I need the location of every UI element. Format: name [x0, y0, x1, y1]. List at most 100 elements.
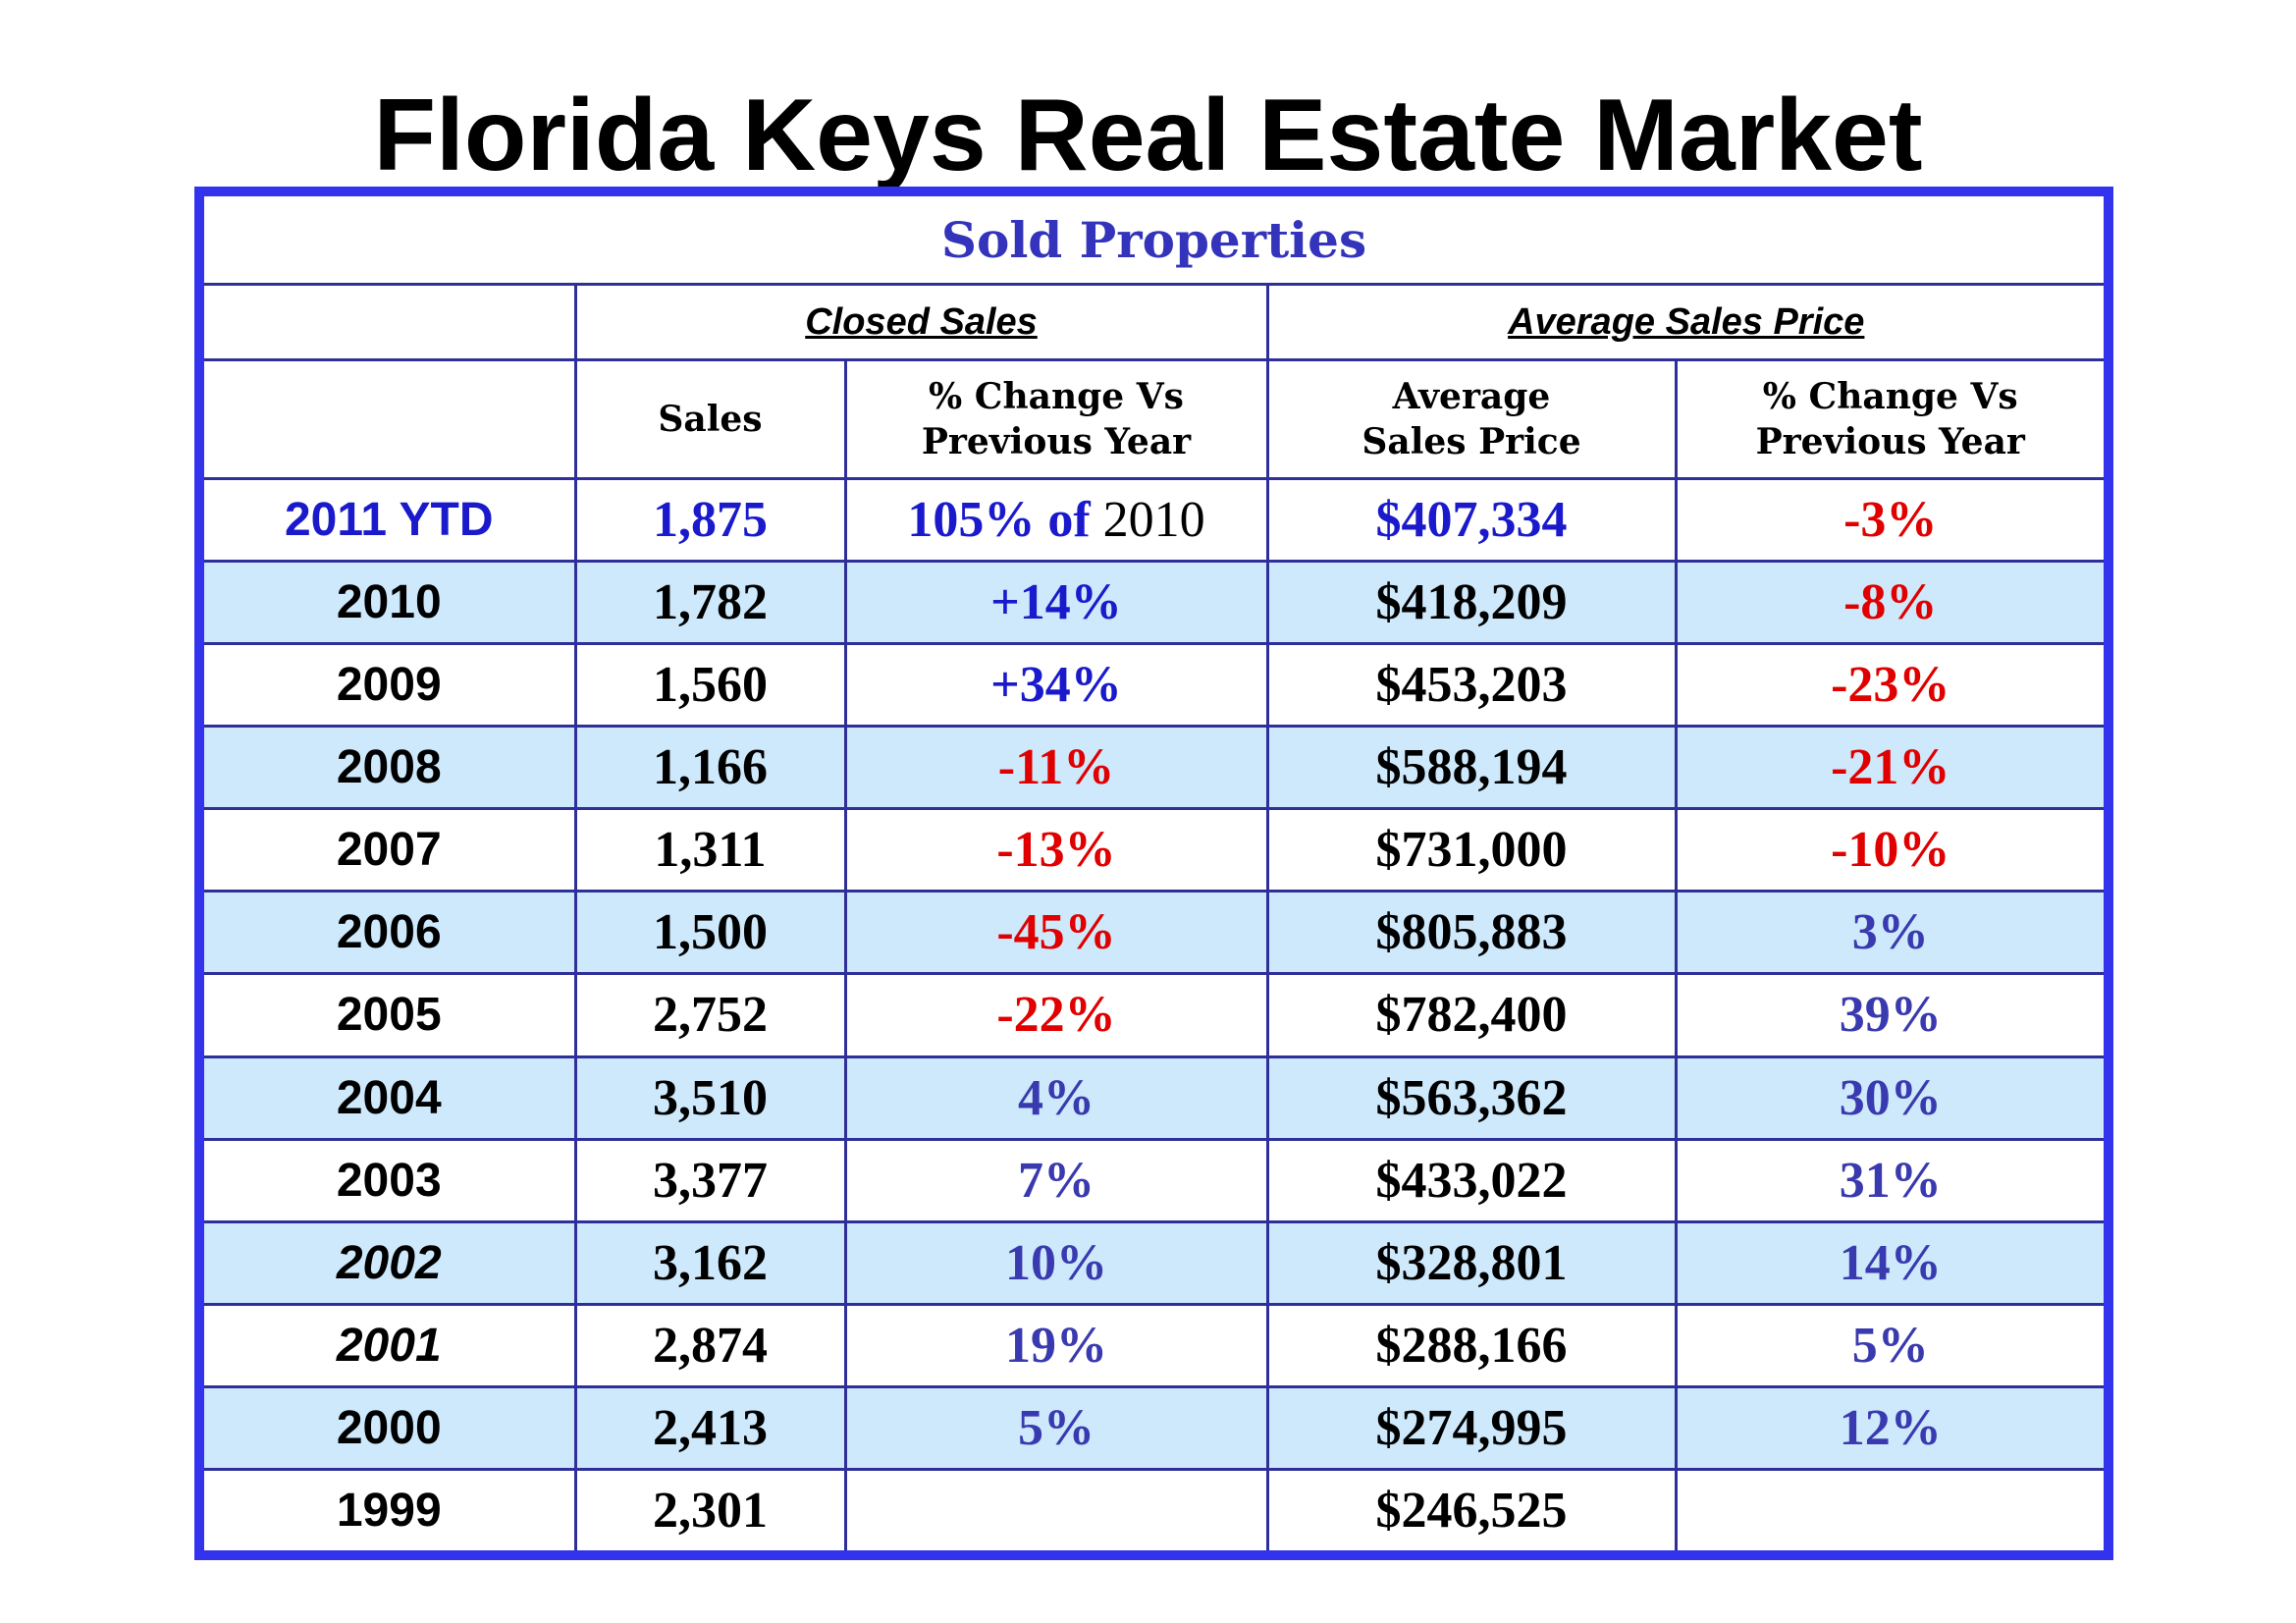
cell-avg-price: $731,000 [1265, 807, 1678, 893]
table-row: 2007 1,311 -13% $731,000 -10% [204, 807, 2104, 893]
column-header-avg-price-cell: Average Sales Price [1265, 358, 1678, 481]
cell-price-change: 31% [1674, 1137, 2104, 1223]
cell-year: 2008 [204, 725, 577, 811]
table-row: 1999 2,301 $246,525 [204, 1467, 2104, 1550]
closed-sales-group-cell: Closed Sales [573, 283, 1269, 362]
table-row: 2009 1,560 +34% $453,203 -23% [204, 642, 2104, 729]
year-label: 2001 [336, 1319, 442, 1372]
sales-change-value: -13% [996, 822, 1116, 879]
cell-sales: 1,782 [573, 560, 847, 646]
cell-price-change: -10% [1674, 807, 2104, 893]
group-header-empty-cell [204, 283, 577, 362]
sales-change-value: +34% [990, 657, 1122, 714]
cell-sales-change: -45% [843, 890, 1269, 976]
cell-price-change: -21% [1674, 725, 2104, 811]
cell-sales-change: 19% [843, 1302, 1269, 1388]
table-row: 2006 1,500 -45% $805,883 3% [204, 890, 2104, 976]
sales-value: 1,166 [653, 739, 768, 796]
price-change-value: -8% [1843, 574, 1938, 631]
cell-price-change [1674, 1467, 2104, 1550]
year-label: 2005 [336, 989, 442, 1042]
cell-sales-change [843, 1467, 1269, 1550]
cell-sales: 3,377 [573, 1137, 847, 1223]
cell-year: 2007 [204, 807, 577, 893]
avg-price-value: $782,400 [1375, 987, 1568, 1044]
price-change-value: -3% [1843, 492, 1938, 549]
table-banner: Sold Properties [940, 210, 1367, 269]
cell-price-change: 30% [1674, 1055, 2104, 1141]
column-header-avg-price-line2: Sales Price [1362, 421, 1581, 463]
avg-price-value: $274,995 [1375, 1399, 1568, 1456]
sales-change-value: -11% [997, 739, 1115, 796]
column-header-price-change: % Change Vs Previous Year [1756, 374, 2025, 464]
column-header-price-change-line2: Previous Year [1755, 421, 2025, 463]
banner-row: Sold Properties [204, 196, 2104, 287]
cell-sales-change: +34% [843, 642, 1269, 729]
table-row: 2010 1,782 +14% $418,209 -8% [204, 560, 2104, 646]
price-change-value: -23% [1831, 657, 1950, 714]
column-header-sales: Sales [658, 399, 763, 441]
sales-value: 2,413 [653, 1399, 768, 1456]
sales-value: 2,752 [653, 987, 768, 1044]
price-change-value: 3% [1851, 904, 1929, 961]
cell-sales-change: +14% [843, 560, 1269, 646]
cell-sales-change: -22% [843, 972, 1269, 1058]
cell-sales: 3,510 [573, 1055, 847, 1141]
cell-sales: 2,413 [573, 1384, 847, 1471]
sales-value: 1,500 [653, 904, 768, 961]
cell-price-change: 39% [1674, 972, 2104, 1058]
column-header-row: Sales % Change Vs Previous Year Average … [204, 358, 2104, 481]
cell-sales: 1,875 [573, 477, 847, 564]
cell-year: 2002 [204, 1219, 577, 1306]
sales-value: 3,510 [653, 1069, 768, 1126]
column-header-price-change-line1: % Change Vs [1762, 376, 2018, 418]
cell-sales: 2,752 [573, 972, 847, 1058]
cell-year: 2010 [204, 560, 577, 646]
column-header-sales-change-cell: % Change Vs Previous Year [843, 358, 1269, 481]
cell-year: 2009 [204, 642, 577, 729]
cell-price-change: -8% [1674, 560, 2104, 646]
cell-price-change: -3% [1674, 477, 2104, 564]
cell-sales-change: 4% [843, 1055, 1269, 1141]
cell-price-change: 12% [1674, 1384, 2104, 1471]
avg-price-value: $288,166 [1375, 1317, 1568, 1374]
cell-year: 2000 [204, 1384, 577, 1471]
avg-price-value: $563,362 [1375, 1069, 1568, 1126]
sales-change-value: 105% of [907, 492, 1091, 549]
year-label: 2009 [336, 659, 442, 712]
banner-cell: Sold Properties [204, 196, 2104, 287]
sales-value: 3,162 [653, 1234, 768, 1291]
sales-value: 3,377 [653, 1152, 768, 1209]
price-change-value: -21% [1831, 739, 1950, 796]
year-label: 2003 [336, 1154, 442, 1207]
cell-year: 2001 [204, 1302, 577, 1388]
cell-sales: 3,162 [573, 1219, 847, 1306]
sold-properties-table: Sold Properties Closed Sales Average Sal… [204, 196, 2104, 1550]
sales-change-value: 10% [1005, 1234, 1107, 1291]
cell-avg-price: $588,194 [1265, 725, 1678, 811]
cell-avg-price: $782,400 [1265, 972, 1678, 1058]
cell-avg-price: $805,883 [1265, 890, 1678, 976]
cell-avg-price: $453,203 [1265, 642, 1678, 729]
closed-sales-group-header: Closed Sales [805, 300, 1038, 343]
avg-price-value: $731,000 [1375, 822, 1568, 879]
cell-sales: 1,560 [573, 642, 847, 729]
year-label: 2007 [336, 824, 442, 877]
sales-change-value: -45% [996, 904, 1116, 961]
avg-price-value: $588,194 [1375, 739, 1568, 796]
cell-sales-change: 7% [843, 1137, 1269, 1223]
cell-price-change: -23% [1674, 642, 2104, 729]
table-row: 2008 1,166 -11% $588,194 -21% [204, 725, 2104, 811]
sales-value: 2,301 [653, 1482, 768, 1539]
cell-sales-change: 105% of 2010 [843, 477, 1269, 564]
avg-price-value: $418,209 [1375, 574, 1568, 631]
year-label: 2006 [336, 906, 442, 959]
cell-sales: 1,166 [573, 725, 847, 811]
price-change-value: 39% [1839, 987, 1942, 1044]
cell-sales-change: 5% [843, 1384, 1269, 1471]
cell-year: 1999 [204, 1467, 577, 1550]
year-label: 2004 [336, 1071, 442, 1124]
sales-value: 1,875 [653, 492, 768, 549]
column-header-sales-change-line2: Previous Year [921, 421, 1192, 463]
cell-avg-price: $288,166 [1265, 1302, 1678, 1388]
